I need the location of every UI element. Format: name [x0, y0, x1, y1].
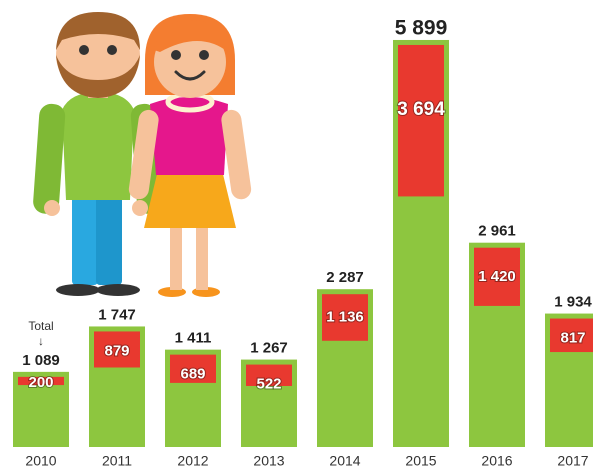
x-tick-label: 2017 [557, 453, 588, 469]
x-tick-label: 2013 [253, 453, 284, 469]
x-tick-label: 2011 [102, 453, 132, 469]
annotation-arrow: ↓ [38, 334, 44, 348]
value-label: 2 287 [326, 269, 364, 286]
value-label: 1 089 [22, 352, 60, 369]
illustration [32, 12, 252, 297]
value-label: 1 934 [554, 294, 592, 311]
value-label: 5 899 [395, 17, 448, 40]
annotation: Total [28, 319, 53, 333]
inner-value-label: 689 [180, 366, 205, 383]
inner-bar [398, 45, 444, 196]
inner-value-label: 1 136 [326, 308, 364, 325]
value-label: 1 267 [250, 340, 288, 357]
x-tick-label: 2015 [405, 453, 436, 469]
x-tick-label: 2012 [177, 453, 208, 469]
inner-value-label: 1 420 [478, 268, 516, 285]
x-tick-label: 2014 [329, 453, 360, 469]
x-tick-label: 2016 [481, 453, 512, 469]
value-label: 1 411 [175, 330, 212, 347]
x-tick-label: 2010 [25, 453, 56, 469]
inner-value-label: 879 [104, 342, 129, 359]
value-label: 1 747 [98, 306, 136, 323]
inner-value-label: 3 694 [397, 99, 445, 120]
chart: 1 089 200 2010 1 747 879 2011 1 411 689 2012 1 26… [0, 0, 593, 469]
inner-value-label: 200 [28, 374, 53, 391]
inner-value-label: 522 [256, 376, 281, 393]
inner-value-label: 817 [560, 330, 585, 347]
value-label: 2 961 [478, 223, 516, 240]
